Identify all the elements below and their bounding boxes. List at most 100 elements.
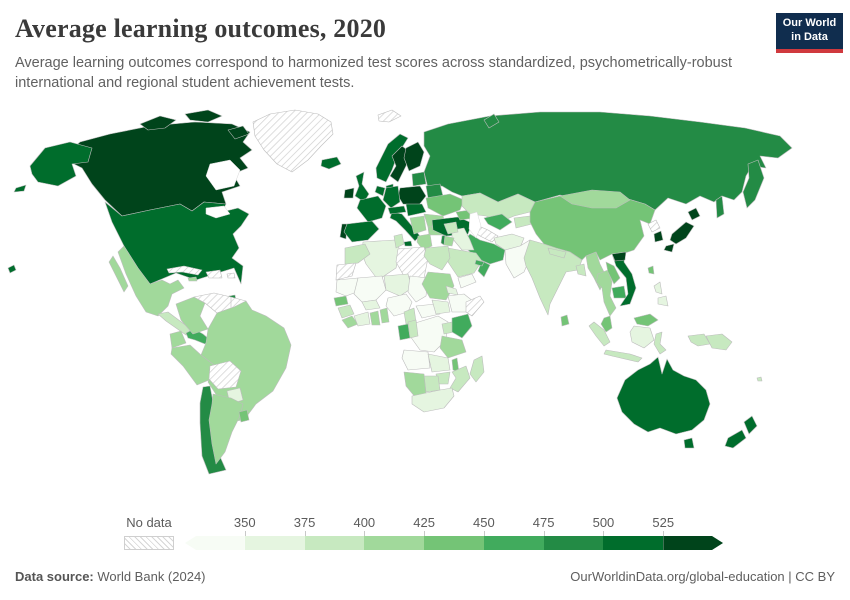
country-puerto-rico[interactable] [226, 272, 236, 279]
country-kenya[interactable] [451, 313, 473, 339]
country-benin-togo[interactable] [379, 307, 390, 324]
legend-color-segment[interactable] [364, 536, 425, 550]
country-novaya-zemlya[interactable] [483, 113, 500, 129]
country-malaysia[interactable] [600, 315, 613, 333]
country-iceland[interactable] [320, 156, 342, 170]
country-angola[interactable] [401, 349, 431, 371]
country-new-zealand-south[interactable] [724, 429, 747, 449]
country-south-sudan[interactable] [431, 299, 451, 315]
country-portugal[interactable] [339, 223, 348, 240]
country-morocco[interactable] [344, 243, 371, 266]
country-mozambique[interactable] [449, 365, 471, 393]
country-sudan[interactable] [421, 271, 455, 301]
country-nepal[interactable] [547, 247, 567, 259]
country-new-zealand-north[interactable] [743, 415, 758, 435]
country-madagascar[interactable] [469, 355, 485, 383]
country-sulawesi[interactable] [653, 331, 667, 355]
legend-no-data-swatch[interactable] [124, 536, 174, 550]
country-senegal[interactable] [333, 295, 349, 307]
country-drc[interactable] [409, 315, 449, 353]
country-sumatra[interactable] [588, 321, 611, 347]
country-mongolia[interactable] [559, 189, 631, 209]
country-western-sahara[interactable] [335, 262, 357, 281]
country-mexico-baja[interactable] [108, 255, 129, 293]
country-sakhalin[interactable] [715, 195, 725, 219]
country-japan-kyushu[interactable] [663, 243, 675, 253]
country-guinea[interactable] [337, 304, 355, 319]
country-philippines[interactable] [657, 295, 669, 307]
country-mexico[interactable] [117, 245, 185, 317]
country-algeria[interactable] [361, 239, 401, 281]
country-baltics[interactable] [411, 171, 427, 187]
country-india[interactable] [523, 239, 583, 316]
country-kamchatka[interactable] [742, 159, 765, 209]
country-kyrgyz-tajik[interactable] [513, 215, 533, 229]
country-malaysia-borneo[interactable] [633, 313, 659, 327]
country-saudi-arabia[interactable] [447, 247, 483, 278]
country-hawaii[interactable] [7, 264, 17, 274]
country-cuba[interactable] [166, 265, 203, 276]
country-fiji[interactable] [756, 376, 763, 382]
country-canada-arctic-island[interactable] [184, 109, 223, 123]
country-hispaniola[interactable] [205, 269, 223, 279]
legend-color-segment[interactable] [603, 536, 664, 550]
country-peru[interactable] [170, 344, 215, 386]
country-north-korea[interactable] [647, 219, 661, 233]
country-egypt[interactable] [423, 245, 451, 271]
country-ukraine[interactable] [425, 193, 465, 217]
country-chile[interactable] [199, 385, 227, 475]
country-syria[interactable] [443, 221, 459, 235]
country-niger[interactable] [383, 273, 413, 297]
country-balkans[interactable] [409, 215, 427, 235]
country-tasmania[interactable] [683, 437, 695, 449]
country-laos[interactable] [605, 261, 621, 285]
country-gabon[interactable] [397, 323, 411, 341]
country-jordan[interactable] [443, 235, 455, 247]
country-japan-honshu[interactable] [669, 221, 695, 245]
country-united-kingdom[interactable] [354, 171, 370, 203]
country-uruguay[interactable] [238, 409, 250, 423]
country-somalia[interactable] [465, 295, 485, 317]
country-japan-hokkaido[interactable] [687, 207, 701, 221]
legend-color-segment[interactable] [424, 536, 484, 550]
country-france[interactable] [356, 195, 387, 223]
country-kalimantan[interactable] [629, 325, 655, 349]
country-zambia[interactable] [427, 353, 451, 373]
legend-color-segment[interactable] [304, 536, 365, 550]
country-alaska[interactable] [29, 141, 93, 187]
country-yemen[interactable] [457, 273, 477, 289]
country-south-africa[interactable] [411, 387, 455, 413]
country-uae[interactable] [474, 259, 485, 267]
footer-attribution-link[interactable]: OurWorldinData.org/global-education | CC… [570, 569, 835, 584]
country-greenland[interactable] [252, 109, 334, 173]
country-vietnam-north[interactable] [611, 251, 627, 262]
country-burkina-faso[interactable] [361, 299, 381, 311]
country-papua-new-guinea[interactable] [705, 333, 733, 351]
country-congo[interactable] [407, 319, 419, 339]
country-tanzania[interactable] [439, 335, 467, 359]
country-kazakhstan[interactable] [461, 192, 536, 223]
country-west-papua[interactable] [687, 333, 711, 347]
country-canada-arctic-island[interactable] [227, 125, 250, 140]
country-taiwan[interactable] [647, 265, 655, 275]
country-italy[interactable] [389, 211, 421, 242]
country-germany[interactable] [382, 185, 401, 209]
country-finland[interactable] [403, 141, 425, 172]
legend-color-segment[interactable] [244, 536, 305, 550]
legend-color-segment[interactable] [185, 536, 245, 550]
country-poland[interactable] [397, 185, 427, 206]
country-russia[interactable] [423, 111, 793, 211]
country-south-korea[interactable] [653, 230, 664, 243]
country-benelux[interactable] [374, 185, 386, 197]
legend-color-segment[interactable] [663, 536, 723, 550]
country-ghana[interactable] [369, 310, 381, 326]
country-tunisia[interactable] [393, 233, 405, 249]
country-mali[interactable] [353, 275, 387, 303]
country-canada-arctic-island[interactable] [139, 115, 177, 131]
country-uzbekistan[interactable] [483, 213, 513, 231]
country-libya[interactable] [395, 246, 429, 279]
country-sri-lanka[interactable] [560, 314, 570, 327]
country-cambodia[interactable] [611, 285, 627, 299]
country-bangladesh[interactable] [575, 263, 587, 277]
country-ivory-coast[interactable] [353, 311, 371, 327]
